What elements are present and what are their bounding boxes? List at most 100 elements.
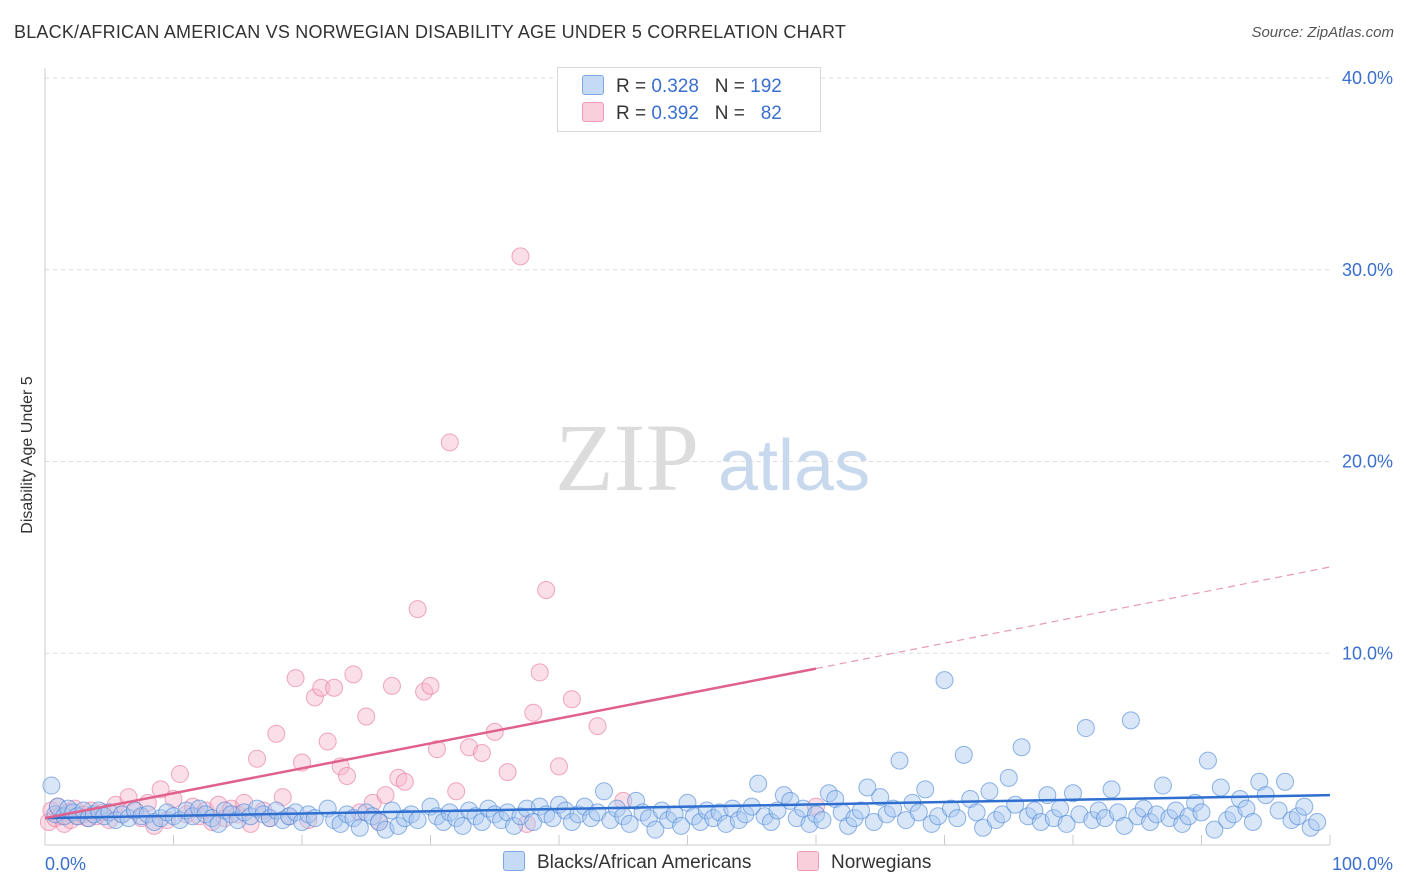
data-point bbox=[1057, 814, 1076, 833]
data-point bbox=[909, 803, 928, 822]
data-point bbox=[839, 816, 858, 835]
y-tick-label: 40.0% bbox=[1342, 68, 1393, 88]
data-point bbox=[884, 799, 903, 818]
data-point bbox=[646, 820, 665, 839]
data-point bbox=[1231, 789, 1250, 808]
y-tick-label: 20.0% bbox=[1342, 452, 1393, 472]
data-point bbox=[954, 745, 973, 764]
data-point bbox=[511, 247, 530, 266]
data-point bbox=[871, 788, 890, 807]
n-label: N = bbox=[714, 103, 745, 124]
r-value: 0.328 bbox=[651, 76, 699, 97]
source-note: Source: ZipAtlas.com bbox=[1251, 24, 1394, 41]
legend-swatch-pink bbox=[797, 851, 819, 871]
data-point bbox=[550, 757, 568, 776]
r-label: R = bbox=[616, 76, 647, 97]
data-point bbox=[530, 663, 549, 682]
data-point bbox=[42, 776, 61, 795]
data-point bbox=[672, 816, 691, 835]
data-point bbox=[505, 816, 524, 835]
correlation-legend: R = 0.328 N = 192 R = 0.392 N = 82 bbox=[557, 67, 821, 132]
data-point bbox=[1153, 776, 1172, 795]
data-point bbox=[999, 768, 1018, 787]
data-point bbox=[350, 818, 369, 837]
x-tick-label: 100.0% bbox=[1332, 854, 1393, 874]
r-label: R = bbox=[616, 103, 647, 124]
data-point bbox=[389, 816, 408, 835]
data-point bbox=[1295, 797, 1314, 816]
data-point bbox=[1012, 738, 1031, 757]
legend-label: Norwegians bbox=[831, 852, 932, 873]
legend-swatch-blue bbox=[503, 851, 525, 871]
data-point bbox=[1121, 711, 1140, 730]
data-point bbox=[562, 690, 581, 709]
data-point bbox=[408, 811, 427, 830]
legend-row-blacks: R = 0.328 N = 192 bbox=[582, 75, 782, 99]
data-point bbox=[305, 688, 324, 707]
data-point bbox=[851, 801, 870, 820]
data-point bbox=[337, 766, 356, 785]
grid-lines bbox=[45, 77, 1330, 654]
data-point bbox=[318, 732, 337, 751]
data-point bbox=[922, 814, 941, 833]
data-point bbox=[980, 782, 999, 801]
data-point bbox=[382, 676, 401, 695]
r-value: 0.392 bbox=[651, 103, 699, 124]
data-point bbox=[370, 812, 389, 831]
data-point bbox=[594, 782, 613, 801]
data-point bbox=[858, 778, 877, 797]
n-value: 82 bbox=[760, 103, 782, 124]
trend-line-blacks bbox=[44, 793, 1331, 820]
data-point bbox=[1051, 799, 1070, 818]
legend-swatch-pink bbox=[582, 102, 604, 122]
data-point bbox=[627, 791, 646, 810]
data-point bbox=[1243, 812, 1262, 831]
trend-line-norwegians bbox=[44, 667, 817, 820]
data-point bbox=[453, 816, 472, 835]
data-point bbox=[813, 811, 832, 830]
data-point bbox=[948, 809, 967, 828]
data-point bbox=[440, 433, 459, 452]
data-point bbox=[916, 780, 935, 799]
data-point bbox=[749, 774, 768, 793]
legend-row-norwegians: R = 0.392 N = 82 bbox=[582, 102, 782, 126]
data-point bbox=[395, 772, 414, 791]
data-point bbox=[325, 678, 344, 697]
data-point bbox=[1115, 816, 1134, 835]
data-point bbox=[344, 665, 363, 684]
data-point bbox=[472, 743, 491, 762]
x-tick-label: 0.0% bbox=[45, 854, 86, 874]
data-point bbox=[993, 805, 1012, 824]
data-point bbox=[935, 671, 954, 690]
data-point bbox=[890, 751, 909, 770]
data-point bbox=[421, 676, 440, 695]
watermark-zip: ZIP bbox=[555, 404, 699, 511]
data-point bbox=[312, 678, 331, 697]
chart-title: BLACK/AFRICAN AMERICAN VS NORWEGIAN DISA… bbox=[14, 22, 847, 42]
norwegians-points bbox=[39, 247, 825, 835]
data-point bbox=[588, 717, 607, 736]
data-point bbox=[1076, 719, 1095, 738]
data-point bbox=[537, 580, 556, 599]
data-point bbox=[447, 782, 466, 801]
watermark-atlas: atlas bbox=[718, 426, 870, 506]
data-point bbox=[1276, 772, 1295, 791]
n-value: 192 bbox=[750, 76, 782, 97]
bottom-legend-blacks: Blacks/African Americans bbox=[503, 851, 751, 874]
data-point bbox=[1102, 780, 1121, 799]
data-point bbox=[845, 809, 864, 828]
data-point bbox=[524, 703, 543, 722]
data-point bbox=[1141, 812, 1160, 831]
data-point bbox=[1064, 784, 1082, 803]
data-point bbox=[376, 786, 395, 805]
axes bbox=[44, 68, 1331, 846]
data-point bbox=[1308, 812, 1327, 831]
data-point bbox=[267, 724, 286, 743]
data-point bbox=[170, 765, 189, 784]
data-point bbox=[762, 812, 781, 831]
data-point bbox=[498, 763, 517, 782]
n-label: N = bbox=[714, 76, 745, 97]
data-point bbox=[1211, 778, 1230, 797]
blacks-points bbox=[42, 671, 1327, 839]
trend-lines bbox=[44, 566, 1331, 820]
